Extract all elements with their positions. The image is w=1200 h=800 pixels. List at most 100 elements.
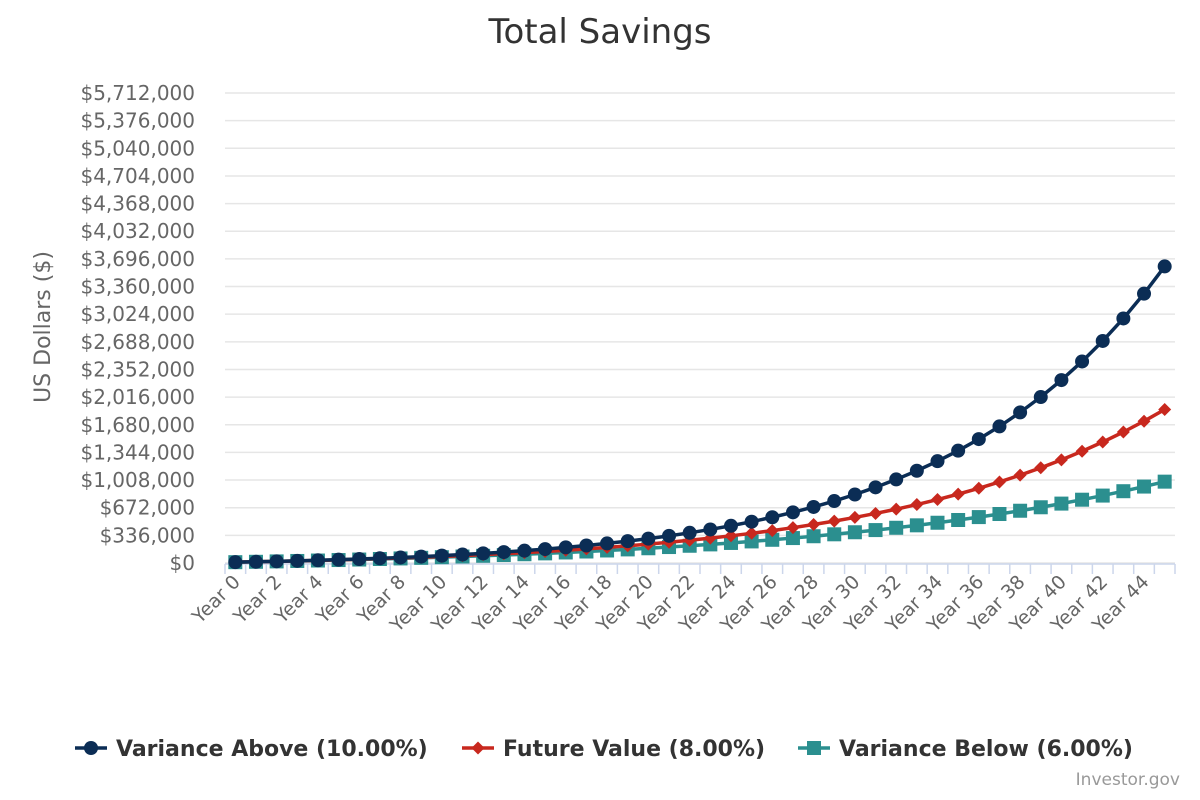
data-point xyxy=(1034,461,1048,475)
data-point xyxy=(971,510,986,525)
data-point xyxy=(930,454,945,469)
data-point xyxy=(889,502,903,516)
y-tick-label: $4,368,000 xyxy=(80,192,195,216)
y-tick-label: $5,376,000 xyxy=(80,109,195,133)
data-point xyxy=(558,540,573,555)
data-point xyxy=(992,475,1006,489)
y-tick-label: $3,024,000 xyxy=(80,302,195,326)
data-point xyxy=(496,545,511,560)
y-tick-label: $1,344,000 xyxy=(80,440,195,464)
series-0 xyxy=(228,259,1172,570)
data-point xyxy=(765,510,780,525)
y-tick-label: $336,000 xyxy=(100,523,195,547)
data-point xyxy=(806,499,821,514)
data-point xyxy=(992,419,1007,434)
data-point xyxy=(84,741,98,755)
series-line xyxy=(235,408,1166,564)
series-2 xyxy=(228,474,1172,570)
data-point xyxy=(723,518,738,533)
data-point xyxy=(248,554,263,569)
data-point xyxy=(228,555,243,570)
data-point xyxy=(1033,500,1048,515)
y-tick-label: $672,000 xyxy=(100,496,195,520)
data-point xyxy=(807,741,821,755)
y-tick-label: $4,704,000 xyxy=(80,164,195,188)
data-point xyxy=(269,554,284,569)
y-axis-title: US Dollars ($) xyxy=(31,251,56,403)
data-point xyxy=(310,553,325,568)
y-tick-label: $4,032,000 xyxy=(80,219,195,243)
data-point xyxy=(1075,444,1089,458)
data-point xyxy=(1116,425,1130,439)
data-point xyxy=(352,552,367,567)
data-point xyxy=(744,534,759,549)
data-point xyxy=(1054,373,1069,388)
data-point xyxy=(786,521,800,535)
data-point xyxy=(992,507,1007,522)
legend-label: Variance Below (6.00%) xyxy=(839,737,1133,762)
data-point xyxy=(331,552,346,567)
legend-item: Variance Below (6.00%) xyxy=(798,737,1133,762)
y-tick-label: $1,008,000 xyxy=(80,468,195,492)
y-tick-label: $2,352,000 xyxy=(80,357,195,381)
data-point xyxy=(662,528,677,543)
data-point xyxy=(930,515,945,530)
data-point xyxy=(1137,479,1152,494)
data-point xyxy=(972,481,986,495)
data-point xyxy=(471,741,485,755)
data-point xyxy=(1013,405,1028,420)
data-point xyxy=(889,520,904,535)
data-point xyxy=(889,472,904,487)
data-point xyxy=(1054,496,1069,511)
data-point xyxy=(703,522,718,537)
data-point xyxy=(1116,484,1131,499)
data-point xyxy=(682,525,697,540)
data-point xyxy=(517,543,532,558)
data-point xyxy=(372,551,387,566)
data-point xyxy=(868,523,883,538)
data-point xyxy=(951,443,966,458)
data-point xyxy=(744,514,759,529)
data-point xyxy=(951,512,966,527)
series-line xyxy=(235,479,1166,564)
data-point xyxy=(869,506,883,520)
data-point xyxy=(579,538,594,553)
y-tick-label: $1,680,000 xyxy=(80,413,195,437)
y-tick-label: $5,712,000 xyxy=(80,81,195,105)
data-point xyxy=(1013,468,1027,482)
data-point xyxy=(827,514,841,528)
data-point xyxy=(1033,390,1048,405)
data-point xyxy=(393,550,408,565)
legend-item: Future Value (8.00%) xyxy=(462,737,765,762)
data-point xyxy=(724,529,738,543)
y-tick-label: $3,696,000 xyxy=(80,247,195,271)
series-line xyxy=(235,265,1167,564)
data-point xyxy=(909,463,924,478)
data-point xyxy=(868,480,883,495)
data-point xyxy=(455,547,470,562)
data-point xyxy=(414,549,429,564)
legend-item: Variance Above (10.00%) xyxy=(75,737,428,762)
data-point xyxy=(620,534,635,549)
data-point xyxy=(1013,503,1028,518)
credit-text: Investor.gov xyxy=(1075,770,1180,790)
legend-label: Variance Above (10.00%) xyxy=(116,737,428,762)
data-point xyxy=(765,524,779,538)
data-point xyxy=(476,546,491,561)
data-point xyxy=(931,493,944,507)
data-point xyxy=(1137,286,1152,301)
data-point xyxy=(1157,474,1172,489)
data-point xyxy=(1075,492,1090,507)
data-point xyxy=(538,542,553,557)
y-tick-label: $3,360,000 xyxy=(80,275,195,299)
y-tick-label: $5,040,000 xyxy=(80,136,195,160)
data-point xyxy=(765,532,780,547)
data-point xyxy=(641,531,656,546)
data-point xyxy=(1095,333,1110,348)
data-point xyxy=(785,505,800,520)
data-point xyxy=(909,518,924,533)
data-point xyxy=(807,518,821,532)
y-tick-label: $2,688,000 xyxy=(80,330,195,354)
data-point xyxy=(785,531,800,546)
